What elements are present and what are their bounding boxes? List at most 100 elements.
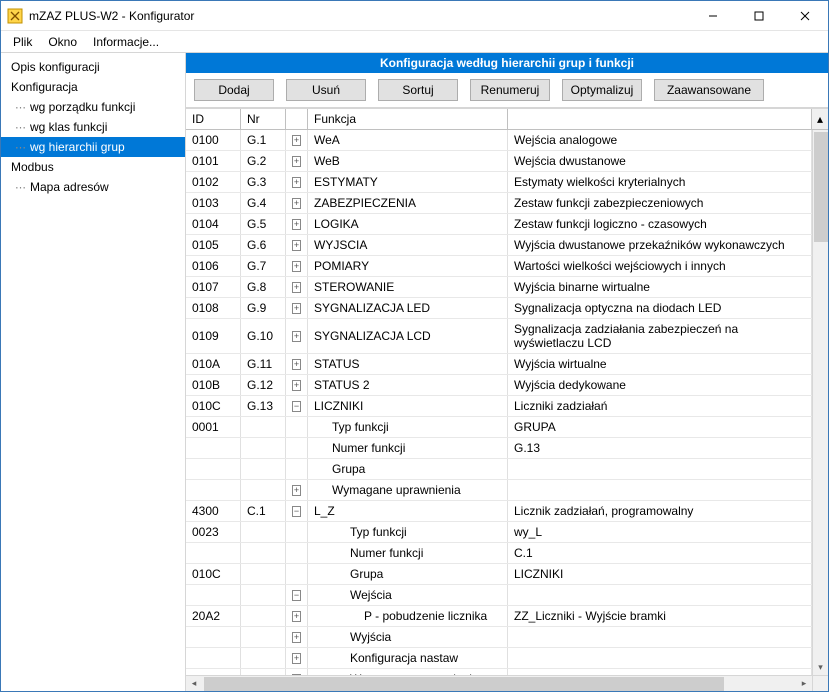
cell-expander[interactable]: + xyxy=(286,130,308,150)
cell-id xyxy=(186,543,241,563)
advanced-button[interactable]: Zaawansowane xyxy=(654,79,764,101)
table-row[interactable]: 0106G.7+POMIARYWartości wielkości wejści… xyxy=(186,256,812,277)
tree-wg-klas[interactable]: ⋯wg klas funkcji xyxy=(1,117,185,137)
expand-icon[interactable]: + xyxy=(292,261,301,272)
cell-expander[interactable]: − xyxy=(286,396,308,416)
expand-icon[interactable]: + xyxy=(292,380,301,391)
menu-info[interactable]: Informacje... xyxy=(85,33,167,51)
col-nr[interactable]: Nr xyxy=(241,109,286,129)
table-row[interactable]: Numer funkcjiC.1 xyxy=(186,543,812,564)
table-row[interactable]: +Konfiguracja nastaw xyxy=(186,648,812,669)
expand-icon[interactable]: + xyxy=(292,485,301,496)
vertical-scroll-thumb[interactable] xyxy=(814,132,828,242)
cell-expander[interactable]: + xyxy=(286,172,308,192)
tree-wg-hierarchii[interactable]: ⋯wg hierarchii grup xyxy=(1,137,185,157)
cell-expander[interactable]: + xyxy=(286,648,308,668)
table-row[interactable]: 0109G.10+SYGNALIZACJA LCDSygnalizacja za… xyxy=(186,319,812,354)
table-row[interactable]: 0108G.9+SYGNALIZACJA LEDSygnalizacja opt… xyxy=(186,298,812,319)
expand-icon[interactable]: + xyxy=(292,632,301,643)
table-row[interactable]: 010BG.12+STATUS 2Wyjścia dedykowane xyxy=(186,375,812,396)
close-button[interactable] xyxy=(782,1,828,31)
scroll-up-arrow[interactable]: ▴ xyxy=(812,109,828,129)
table-row[interactable]: 010CGrupaLICZNIKI xyxy=(186,564,812,585)
maximize-button[interactable] xyxy=(736,1,782,31)
col-description[interactable] xyxy=(508,109,812,129)
cell-id: 0102 xyxy=(186,172,241,192)
cell-expander[interactable]: + xyxy=(286,606,308,626)
table-row[interactable]: −Wejścia xyxy=(186,585,812,606)
titlebar: mZAZ PLUS-W2 - Konfigurator xyxy=(1,1,828,31)
cell-expander[interactable]: + xyxy=(286,277,308,297)
menu-file[interactable]: Plik xyxy=(5,33,40,51)
expand-icon[interactable]: + xyxy=(292,359,301,370)
cell-expander[interactable]: − xyxy=(286,585,308,605)
table-row[interactable]: 0102G.3+ESTYMATYEstymaty wielkości kryte… xyxy=(186,172,812,193)
cell-description: Wyjścia dedykowane xyxy=(508,375,812,395)
expand-icon[interactable]: + xyxy=(292,240,301,251)
col-id[interactable]: ID xyxy=(186,109,241,129)
optimize-button[interactable]: Optymalizuj xyxy=(562,79,642,101)
cell-description: Wejścia analogowe xyxy=(508,130,812,150)
expand-icon[interactable]: + xyxy=(292,156,301,167)
add-button[interactable]: Dodaj xyxy=(194,79,274,101)
table-row[interactable]: Grupa xyxy=(186,459,812,480)
cell-expander[interactable]: + xyxy=(286,193,308,213)
renumber-button[interactable]: Renumeruj xyxy=(470,79,550,101)
table-row[interactable]: 0105G.6+WYJSCIAWyjścia dwustanowe przeka… xyxy=(186,235,812,256)
collapse-icon[interactable]: − xyxy=(292,506,301,517)
table-row[interactable]: 0103G.4+ZABEZPIECZENIAZestaw funkcji zab… xyxy=(186,193,812,214)
table-row[interactable]: 4300C.1−L_ZLicznik zadziałań, programowa… xyxy=(186,501,812,522)
chevron-right-icon[interactable]: ▸ xyxy=(796,676,812,692)
delete-button[interactable]: Usuń xyxy=(286,79,366,101)
expand-icon[interactable]: + xyxy=(292,611,301,622)
expand-icon[interactable]: + xyxy=(292,331,301,342)
cell-expander[interactable]: + xyxy=(286,214,308,234)
cell-expander[interactable]: − xyxy=(286,501,308,521)
tree-modbus[interactable]: Modbus xyxy=(1,157,185,177)
cell-expander[interactable]: + xyxy=(286,256,308,276)
table-row[interactable]: 0100G.1+WeAWejścia analogowe xyxy=(186,130,812,151)
expand-icon[interactable]: + xyxy=(292,653,301,664)
table-row[interactable]: 0023Typ funkcjiwy_L xyxy=(186,522,812,543)
tree-wg-porzadku[interactable]: ⋯wg porządku funkcji xyxy=(1,97,185,117)
col-funkcja[interactable]: Funkcja xyxy=(308,109,508,129)
tree-opis[interactable]: Opis konfiguracji xyxy=(1,57,185,77)
cell-expander[interactable]: + xyxy=(286,151,308,171)
table-row[interactable]: 010AG.11+STATUSWyjścia wirtualne xyxy=(186,354,812,375)
table-row[interactable]: 0101G.2+WeBWejścia dwustanowe xyxy=(186,151,812,172)
table-row[interactable]: +Wymagane uprawnienia xyxy=(186,480,812,501)
expand-icon[interactable]: + xyxy=(292,282,301,293)
minimize-button[interactable] xyxy=(690,1,736,31)
cell-expander[interactable]: + xyxy=(286,627,308,647)
table-row[interactable]: 20A2+P - pobudzenie licznikaZZ_Liczniki … xyxy=(186,606,812,627)
menu-window[interactable]: Okno xyxy=(40,33,85,51)
table-row[interactable]: 0001Typ funkcjiGRUPA xyxy=(186,417,812,438)
cell-expander[interactable]: + xyxy=(286,480,308,500)
expand-icon[interactable]: + xyxy=(292,177,301,188)
tree-konfiguracja[interactable]: Konfiguracja xyxy=(1,77,185,97)
col-expander[interactable] xyxy=(286,109,308,129)
tree-mapa[interactable]: ⋯Mapa adresów xyxy=(1,177,185,197)
chevron-left-icon[interactable]: ◂ xyxy=(186,676,202,692)
expand-icon[interactable]: + xyxy=(292,198,301,209)
expand-icon[interactable]: + xyxy=(292,219,301,230)
expand-icon[interactable]: + xyxy=(292,303,301,314)
horizontal-scroll-thumb[interactable] xyxy=(204,677,724,691)
cell-expander[interactable]: + xyxy=(286,298,308,318)
cell-expander[interactable]: + xyxy=(286,375,308,395)
expand-icon[interactable]: + xyxy=(292,135,301,146)
cell-expander[interactable]: + xyxy=(286,319,308,353)
collapse-icon[interactable]: − xyxy=(292,401,301,412)
chevron-down-icon[interactable]: ▾ xyxy=(813,659,829,675)
table-row[interactable]: 010CG.13−LICZNIKILiczniki zadziałań xyxy=(186,396,812,417)
table-row[interactable]: Numer funkcjiG.13 xyxy=(186,438,812,459)
cell-expander[interactable]: + xyxy=(286,354,308,374)
vertical-scrollbar[interactable]: ▾ xyxy=(812,130,828,675)
collapse-icon[interactable]: − xyxy=(292,590,301,601)
table-row[interactable]: +Wyjścia xyxy=(186,627,812,648)
horizontal-scrollbar[interactable]: ◂ ▸ xyxy=(186,675,812,691)
table-row[interactable]: 0104G.5+LOGIKAZestaw funkcji logiczno - … xyxy=(186,214,812,235)
sort-button[interactable]: Sortuj xyxy=(378,79,458,101)
cell-expander[interactable]: + xyxy=(286,235,308,255)
table-row[interactable]: 0107G.8+STEROWANIEWyjścia binarne wirtua… xyxy=(186,277,812,298)
